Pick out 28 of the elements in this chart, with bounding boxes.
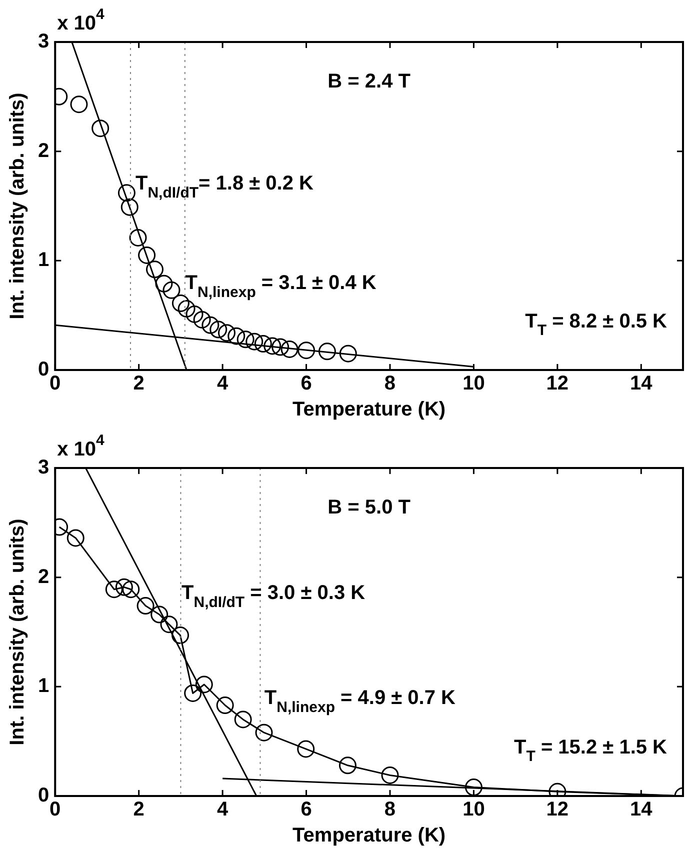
x-tick-label: 2 — [133, 798, 144, 821]
y-tick-label: 1 — [38, 675, 50, 698]
y-tick-label: 2 — [38, 566, 50, 588]
x-tick-label: 8 — [384, 372, 396, 395]
x-axis-title: Temperature (K) — [292, 398, 446, 421]
x-axis-title: Temperature (K) — [292, 824, 446, 847]
x-tick-label: 6 — [300, 798, 312, 821]
x-tick-label: 4 — [216, 798, 229, 821]
x-tick-label: 8 — [384, 798, 396, 821]
x-tick-label: 12 — [546, 372, 569, 395]
annotation: B = 5.0 T — [328, 496, 410, 519]
x-tick-label: 10 — [462, 372, 485, 395]
x-tick-label: 4 — [216, 372, 229, 395]
y-tick-label: 0 — [38, 784, 50, 807]
x-tick-label: 12 — [546, 798, 569, 821]
y-tick-label: 0 — [38, 358, 50, 381]
y-tick-label: 2 — [38, 140, 50, 162]
x-tick-label: 14 — [630, 798, 654, 821]
y-tick-label: 3 — [38, 456, 50, 479]
y-tick-label: 3 — [38, 30, 50, 53]
x-tick-label: 10 — [462, 798, 485, 821]
x-tick-label: 14 — [630, 372, 654, 395]
y-axis-title: Int. intensity (arb. units) — [6, 518, 29, 746]
x-tick-label: 2 — [133, 372, 144, 395]
annotation: B = 2.4 T — [328, 70, 410, 93]
y-axis-title: Int. intensity (arb. units) — [6, 92, 29, 320]
x-tick-label: 6 — [300, 372, 312, 395]
y-tick-label: 1 — [38, 249, 50, 272]
